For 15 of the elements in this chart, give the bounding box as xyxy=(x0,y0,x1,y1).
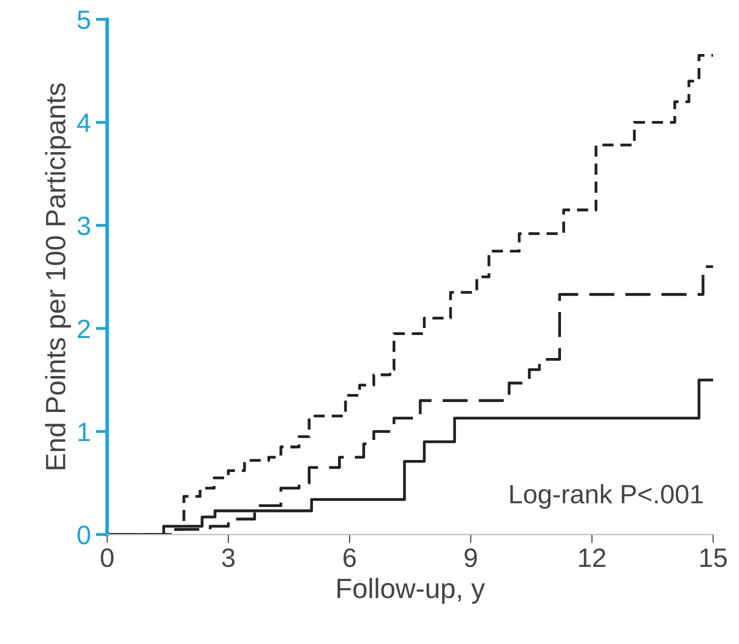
y-tick-label: 4 xyxy=(77,114,90,132)
y-tick-label: 1 xyxy=(78,422,90,442)
y-tick-label: 3 xyxy=(78,216,90,236)
y-tick-label: 2 xyxy=(78,320,90,338)
y-tick-label: 5 xyxy=(78,10,90,30)
x-axis-title: Follow-up, y xyxy=(338,578,485,604)
x-tick-label: 12 xyxy=(579,548,606,567)
x-tick-label: 6 xyxy=(344,548,356,568)
x-tick-label: 0 xyxy=(100,548,114,568)
x-tick-label: 9 xyxy=(464,548,477,568)
x-tick-label: 15 xyxy=(700,548,727,568)
y-axis-title: End Points per 100 Participants xyxy=(45,83,71,470)
x-tick-label: 3 xyxy=(222,548,235,568)
annotation: Log-rank P<.001 xyxy=(510,484,703,509)
y-tick-label: 0 xyxy=(78,526,90,544)
